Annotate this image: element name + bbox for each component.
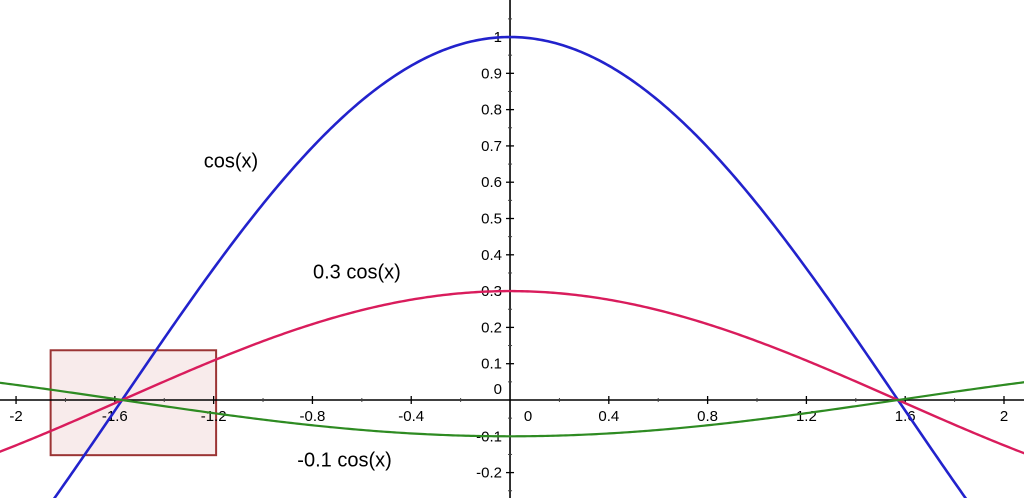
y-tick-label: 0.8 <box>481 102 502 119</box>
y-tick-label: 0.2 <box>481 319 502 336</box>
y-tick-label: 0.1 <box>481 356 502 373</box>
y-tick-label: 0.9 <box>481 65 502 82</box>
x-tick-label: 0.4 <box>598 408 619 425</box>
x-tick-label: 1.6 <box>895 408 916 425</box>
curve-cos-x[interactable] <box>0 35 1024 498</box>
y-tick-label: 0.7 <box>481 138 502 155</box>
y-tick-label: 0 <box>494 381 502 398</box>
x-tick-label: -0.4 <box>398 408 424 425</box>
curve-label-minus-0-1-cos-x[interactable]: -0.1 cos(x) <box>297 449 392 472</box>
curve-0-3-cos-x[interactable] <box>0 289 1024 455</box>
x-tick-label: 0.8 <box>697 408 718 425</box>
x-tick-label: 0 <box>524 408 532 425</box>
x-tick-label: -0.8 <box>300 408 326 425</box>
curve-minus-0-1-cos-x[interactable] <box>0 381 1024 438</box>
y-tick-label: -0.2 <box>476 465 502 482</box>
x-tick-label: -2 <box>9 408 22 425</box>
x-tick-label: 1.2 <box>796 408 817 425</box>
curve-label-0-3-cos-x[interactable]: 0.3 cos(x) <box>312 261 401 284</box>
y-tick-label: 0.4 <box>481 247 502 264</box>
y-tick-label: 0.5 <box>481 211 502 228</box>
x-tick-label: 2 <box>1000 408 1008 425</box>
y-tick-label: 0.6 <box>481 174 502 191</box>
x-tick-label: -1.2 <box>201 408 227 425</box>
curve-label-cos-x[interactable]: cos(x) <box>203 150 259 173</box>
